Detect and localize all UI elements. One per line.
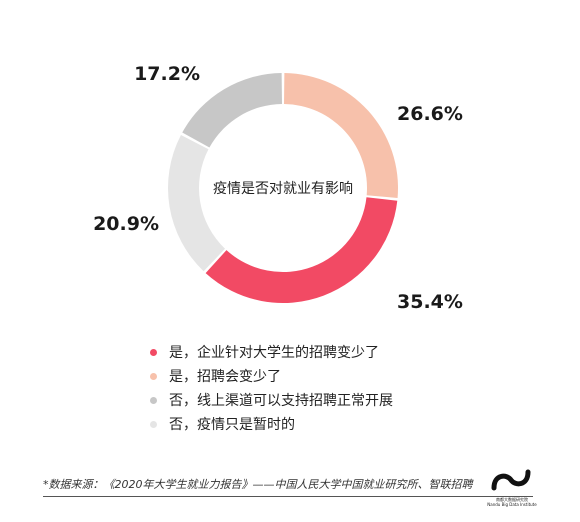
legend-label: 是，企业针对大学生的招聘变少了: [169, 345, 379, 361]
legend-dot-icon: [150, 420, 157, 428]
legend-dot-icon: [150, 396, 157, 404]
donut-slice: [284, 73, 398, 198]
legend-item: 是，招聘会变少了: [150, 364, 393, 388]
legend-dot-icon: [150, 372, 157, 380]
chart-title: 疫情是否对就业有影响: [213, 181, 353, 197]
legend-label: 否，疫情只是暂时的: [169, 417, 295, 433]
slice-value-label: 26.6%: [397, 103, 463, 125]
source-note: *数据来源：《2020年大学生就业力报告》——中国人民大学中国就业研究所、智联招…: [43, 478, 473, 491]
legend-item: 是，企业针对大学生的招聘变少了: [150, 340, 393, 364]
legend-item: 否，线上渠道可以支持招聘正常开展: [150, 388, 393, 412]
logo-text: 南都大数据研究院 Nandu Big Data Institute: [487, 497, 537, 507]
chart-legend: 是，企业针对大学生的招聘变少了 是，招聘会变少了 否，线上渠道可以支持招聘正常开…: [150, 340, 393, 436]
legend-label: 否，线上渠道可以支持招聘正常开展: [169, 393, 393, 409]
donut-slice: [182, 73, 282, 148]
footer-divider: [43, 496, 533, 497]
logo-icon: [491, 469, 531, 491]
slice-value-label: 17.2%: [134, 63, 200, 85]
legend-label: 是，招聘会变少了: [169, 369, 281, 385]
donut-slice: [205, 197, 398, 303]
slice-value-label: 20.9%: [93, 213, 159, 235]
legend-item: 否，疫情只是暂时的: [150, 412, 393, 436]
slice-value-label: 35.4%: [397, 291, 463, 313]
donut-chart: 26.6% 35.4% 20.9% 17.2% 疫情是否对就业有影响: [93, 63, 463, 313]
legend-dot-icon: [150, 348, 157, 356]
donut-slice: [168, 134, 226, 272]
